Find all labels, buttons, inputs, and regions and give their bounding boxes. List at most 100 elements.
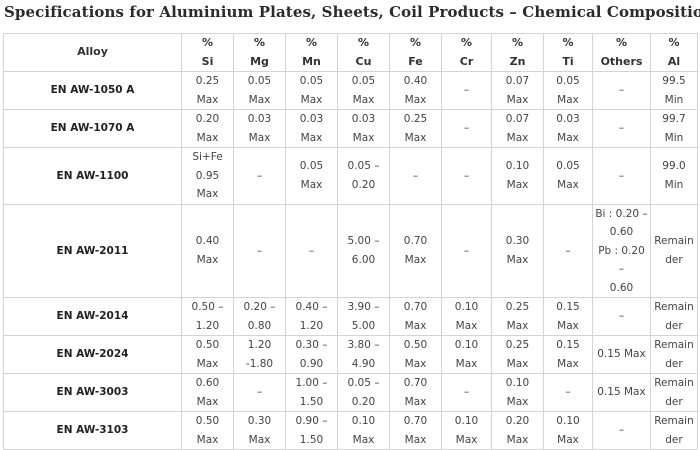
cell-value: 0.15 Max bbox=[556, 339, 580, 370]
cell-value: 0.20 bbox=[195, 113, 220, 125]
cell-fe: 0.70 Max bbox=[389, 203, 442, 298]
cell-mn: 0.03 Max bbox=[285, 109, 338, 148]
cell-value: 0.15 Max bbox=[556, 301, 580, 332]
cell-al: Remainder bbox=[650, 297, 698, 336]
cell-cu: 0.05 – 0.20 bbox=[337, 373, 390, 412]
cell-zn: 0.20 Max bbox=[491, 411, 544, 450]
cell-ti: – bbox=[543, 203, 593, 298]
alloy-name-cell: EN AW-3003 bbox=[3, 373, 182, 412]
cell-value: 0.05 bbox=[299, 75, 324, 87]
cell-value: – bbox=[463, 386, 470, 399]
cell-value: 0.10 Max bbox=[454, 339, 479, 370]
alloy-name-cell: EN AW-3103 bbox=[3, 411, 182, 450]
cell-zn: 0.10 Max bbox=[491, 373, 544, 412]
column-header-percent: % bbox=[253, 36, 266, 49]
cell-mg: – bbox=[233, 373, 286, 412]
cell-ti: 0.05 Max bbox=[543, 71, 593, 110]
cell-value: 1.00 – bbox=[295, 377, 328, 389]
cell-value: 1.50 bbox=[299, 395, 324, 408]
cell-cr: 0.10 Max bbox=[441, 335, 492, 374]
cell-cr: – bbox=[441, 373, 492, 412]
cell-value: 0.20 bbox=[351, 395, 376, 408]
cell-value: 0.03 bbox=[247, 113, 272, 125]
cell-fe: 0.40 Max bbox=[389, 71, 442, 110]
cell-al: Remainder bbox=[650, 203, 698, 298]
cell-cu: 3.80 – 4.90 bbox=[337, 335, 390, 374]
cell-value: 0.20 – bbox=[243, 301, 276, 313]
cell-value: 0.60 Max bbox=[195, 377, 220, 408]
cell-mn: 0.40 – 1.20 bbox=[285, 297, 338, 336]
cell-value: Max bbox=[300, 131, 323, 144]
table-header-row: Alloy% Si% Mg% Mn% Cu% Fe% Cr% Zn% Ti% Others% Al bbox=[3, 33, 698, 72]
cell-mg: 1.20 -1.80 bbox=[233, 335, 286, 374]
column-header-percent: % bbox=[409, 36, 422, 49]
cell-mn: 0.05 Max bbox=[285, 71, 338, 110]
cell-fe: 0.70 Max bbox=[389, 411, 442, 450]
cell-value: 99.5 Min bbox=[662, 75, 686, 106]
cell-value: – bbox=[565, 386, 571, 399]
column-header-label: Mn bbox=[302, 54, 321, 68]
cell-ti: – bbox=[543, 373, 593, 412]
cell-value: – bbox=[463, 244, 470, 257]
chemical-composition-table: Alloy% Si% Mg% Mn% Cu% Fe% Cr% Zn% Ti% Others% Al … bbox=[3, 33, 698, 450]
cell-cr: – bbox=[441, 147, 492, 205]
cell-value: – bbox=[463, 122, 470, 135]
cell-value: 0.10 Max bbox=[505, 160, 530, 191]
column-header-al: % Al bbox=[650, 33, 698, 72]
cell-value: Max bbox=[248, 93, 271, 106]
cell-ti: 0.15 Max bbox=[543, 297, 593, 336]
cell-si: 0.50 – 1.20 bbox=[181, 297, 234, 336]
cell-others: – bbox=[592, 109, 651, 148]
cell-value: – bbox=[565, 244, 571, 257]
cell-value: 0.07 bbox=[505, 113, 530, 125]
cell-mg: – bbox=[233, 203, 286, 298]
cell-value: Max bbox=[404, 131, 427, 144]
cell-cu: 0.03 Max bbox=[337, 109, 390, 148]
cell-value: 1.20 -1.80 bbox=[245, 339, 274, 370]
cell-value: 1.20 bbox=[195, 319, 220, 332]
cell-value: 0.05 bbox=[556, 75, 580, 87]
column-header-percent: % bbox=[615, 36, 628, 49]
cell-cu: 0.10 Max bbox=[337, 411, 390, 450]
column-header-percent: % bbox=[668, 36, 680, 49]
column-header-percent: % bbox=[511, 36, 524, 49]
cell-value: 0.60 bbox=[609, 281, 634, 294]
cell-value: 1.20 bbox=[299, 319, 324, 332]
cell-value: 0.50 Max bbox=[195, 339, 220, 370]
cell-value: – bbox=[618, 310, 625, 323]
cell-value: 0.70 Max bbox=[403, 415, 428, 446]
table-row: EN AW-1100 Si+Fe 0.95 Max –0.05 Max 0.05 –0.… bbox=[3, 147, 698, 205]
column-header-label: Al bbox=[667, 54, 681, 68]
cell-al: 99.0 Min bbox=[650, 147, 698, 205]
table-body: EN AW-1050 A 0.25 Max 0.05 Max 0.05 Max 0.05 Max… bbox=[3, 71, 698, 450]
cell-value: 0.05 bbox=[351, 75, 376, 87]
cell-value: 3.80 – bbox=[347, 339, 380, 351]
cell-cu: 3.90 – 5.00 bbox=[337, 297, 390, 336]
cell-zn: 0.30 Max bbox=[491, 203, 544, 298]
cell-value: 0.05 Max bbox=[556, 160, 580, 191]
cell-value: 0.07 bbox=[505, 75, 530, 87]
cell-value: 0.30 Max bbox=[505, 235, 530, 266]
cell-value: Remainder bbox=[654, 415, 694, 446]
cell-value: 0.40 – bbox=[295, 301, 328, 313]
cell-value: 4.90 bbox=[351, 357, 376, 370]
cell-value: Remainder bbox=[654, 377, 694, 408]
column-header-percent: % bbox=[562, 36, 574, 49]
cell-mg: 0.03 Max bbox=[233, 109, 286, 148]
cell-value: 0.03 bbox=[351, 113, 376, 125]
table-row: EN AW-2011 0.40 Max – – 5.00 – 6.00 0.70 Max – 0… bbox=[3, 203, 698, 298]
cell-mn: 0.05 Max bbox=[285, 147, 338, 205]
cell-value: 0.05 bbox=[247, 75, 272, 87]
alloy-name-cell: EN AW-2014 bbox=[3, 297, 182, 336]
column-header-label: Alloy bbox=[77, 45, 108, 59]
table-row: EN AW-2014 0.50 – 1.20 0.20 – 0.80 0.40 – 1.20… bbox=[3, 297, 698, 336]
cell-value: Bi : 0.20 – bbox=[595, 207, 648, 220]
column-header-label: Cr bbox=[459, 54, 474, 68]
cell-mn: – bbox=[285, 203, 338, 298]
column-header-label: Cu bbox=[355, 54, 372, 68]
cell-value: – bbox=[618, 122, 625, 135]
alloy-name-cell: EN AW-1050 A bbox=[3, 71, 182, 110]
column-header-label: Mg bbox=[250, 54, 269, 68]
cell-cu: 0.05 Max bbox=[337, 71, 390, 110]
cell-ti: 0.10 Max bbox=[543, 411, 593, 450]
